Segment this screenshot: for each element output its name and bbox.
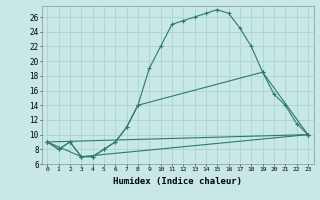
- X-axis label: Humidex (Indice chaleur): Humidex (Indice chaleur): [113, 177, 242, 186]
